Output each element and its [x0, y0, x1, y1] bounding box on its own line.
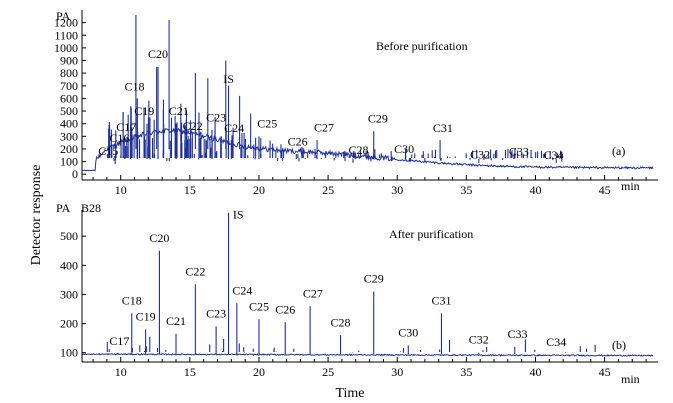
panel-a-peak-label-c21: C21: [169, 104, 189, 118]
panel-b-peak-label-c33: C33: [508, 327, 528, 341]
panel-a-y-tick-label: 700: [60, 79, 78, 93]
panel-b-tag: (b): [612, 338, 626, 352]
panel-a-peak-label-c31: C31: [433, 121, 453, 135]
panel-a-y-tick-label: 800: [60, 66, 78, 80]
panel-a-y-tick-label: 400: [60, 117, 78, 131]
panel-a-peak-label-c27: C27: [314, 120, 334, 134]
panel-b-peak-label-c24: C24: [232, 283, 252, 297]
panel-a-y-tick-label: 200: [60, 142, 78, 156]
panel-a-x-tick-label: 45: [599, 183, 611, 197]
panel-b-x-tick-label: 10: [115, 365, 127, 379]
panel-a-peak-label-c18: C18: [125, 79, 145, 93]
panel-a-y-tick-label: 600: [60, 91, 78, 105]
panel-b-peak-label-c23: C23: [206, 307, 226, 321]
x-axis-label: Time: [335, 386, 364, 401]
panel-b-sample-label: B28: [81, 201, 101, 215]
panel-a-x-tick-label: 10: [115, 183, 127, 197]
panel-b: PA B28 After purification (b) min 100 200…: [56, 201, 658, 386]
panel-a-peak-label-c17: C17: [116, 120, 136, 134]
panel-b-peak-label-c26: C26: [275, 302, 295, 316]
panel-b-peak-label-c30: C30: [398, 326, 418, 340]
panel-a-unit-label: PA: [56, 9, 71, 23]
panel-b-peak-label-c28: C28: [331, 315, 351, 329]
panel-a-y-tick-label: 300: [60, 129, 78, 143]
panel-b-peak-label-c17: C17: [109, 334, 129, 348]
panel-a-peak-label-c25: C25: [257, 117, 277, 131]
panel-b-peak-label-c32: C32: [469, 332, 489, 346]
panel-b-x-tick-label: 30: [391, 365, 403, 379]
panel-a-peak-label-c29: C29: [368, 112, 388, 126]
panel-b-y-tick-label: 400: [60, 258, 78, 272]
panel-a-peak-label-c20: C20: [148, 47, 168, 61]
panel-a-peak-label-c16: C16: [109, 131, 129, 145]
y-axis-label: Detector response: [29, 165, 44, 266]
panel-a-peak-label-c24: C24: [224, 121, 244, 135]
panel-b-x-tick-label: 15: [184, 365, 196, 379]
panel-b-x-tick-label: 40: [529, 365, 541, 379]
panel-a-peak-label-c23: C23: [206, 110, 226, 124]
panel-b-y-tick-label: 300: [60, 287, 78, 301]
panel-b-peak-label-c22: C22: [185, 264, 205, 278]
panel-b-min-label: min: [621, 372, 640, 386]
panel-a-peak-label-is: IS: [223, 72, 234, 86]
panel-a-peak-label-c30: C30: [394, 142, 414, 156]
panel-b-x-tick-label: 20: [253, 365, 265, 379]
panel-a-peak-label-c19: C19: [134, 104, 154, 118]
panel-b-peak-label-c20: C20: [149, 231, 169, 245]
panel-a-y-tick-label: 100: [60, 155, 78, 169]
panel-a-peak-label-c33: C33: [509, 144, 529, 158]
panel-a: PA Before purification (a) min 010020030…: [54, 9, 658, 197]
panel-b-peak-label-c29: C29: [364, 272, 384, 286]
panel-b-peak-label-is: IS: [233, 208, 244, 222]
panel-a-y-tick-label: 1000: [54, 41, 78, 55]
panel-b-baseline-trace: [81, 352, 654, 357]
panel-a-x-tick-label: 35: [460, 183, 472, 197]
panel-a-x-tick-label: 30: [391, 183, 403, 197]
panel-b-peak-label-c34: C34: [546, 335, 566, 349]
panel-b-peak-label-c18: C18: [122, 294, 142, 308]
panel-a-x-tick-label: 40: [529, 183, 541, 197]
panel-b-y-tick-label: 500: [60, 229, 78, 243]
panel-b-peak-label-c31: C31: [431, 294, 451, 308]
panel-a-x-tick-label: 15: [184, 183, 196, 197]
panel-b-peak-label-c21: C21: [166, 314, 186, 328]
panel-b-peak-label-c19: C19: [136, 310, 156, 324]
panel-a-y-tick-label: 1100: [54, 28, 78, 42]
panel-b-x-tick-label: 45: [599, 365, 611, 379]
panel-a-peak-label-c34: C34: [543, 148, 563, 162]
panel-a-peak-label-c28: C28: [349, 143, 369, 157]
panel-a-min-label: min: [621, 179, 640, 193]
panel-b-x-tick-label: 35: [460, 365, 472, 379]
panel-b-unit-label: PA: [56, 201, 71, 215]
panel-a-peak-label-c15: C15: [98, 144, 118, 158]
panel-a-x-tick-label: 25: [322, 183, 334, 197]
panel-b-peak-label-c27: C27: [303, 286, 323, 300]
panel-a-y-tick-label: 0: [72, 167, 78, 181]
panel-a-tag: (a): [612, 144, 625, 158]
panel-a-title: Before purification: [376, 39, 468, 53]
panel-a-peak-label-c32: C32: [470, 148, 490, 162]
panel-a-y-tick-label: 900: [60, 54, 78, 68]
panel-b-peak-label-c25: C25: [249, 299, 269, 313]
panel-a-x-tick-label: 20: [253, 183, 265, 197]
panel-a-peak-label-c26: C26: [288, 134, 308, 148]
panel-a-peak-label-c22: C22: [183, 119, 203, 133]
panel-b-y-tick-label: 100: [60, 346, 78, 360]
panel-a-y-tick-label: 1200: [54, 16, 78, 30]
panel-b-title: After purification: [389, 227, 473, 241]
panel-a-y-tick-label: 500: [60, 104, 78, 118]
panel-b-y-tick-label: 200: [60, 317, 78, 331]
panel-b-x-tick-label: 25: [322, 365, 334, 379]
